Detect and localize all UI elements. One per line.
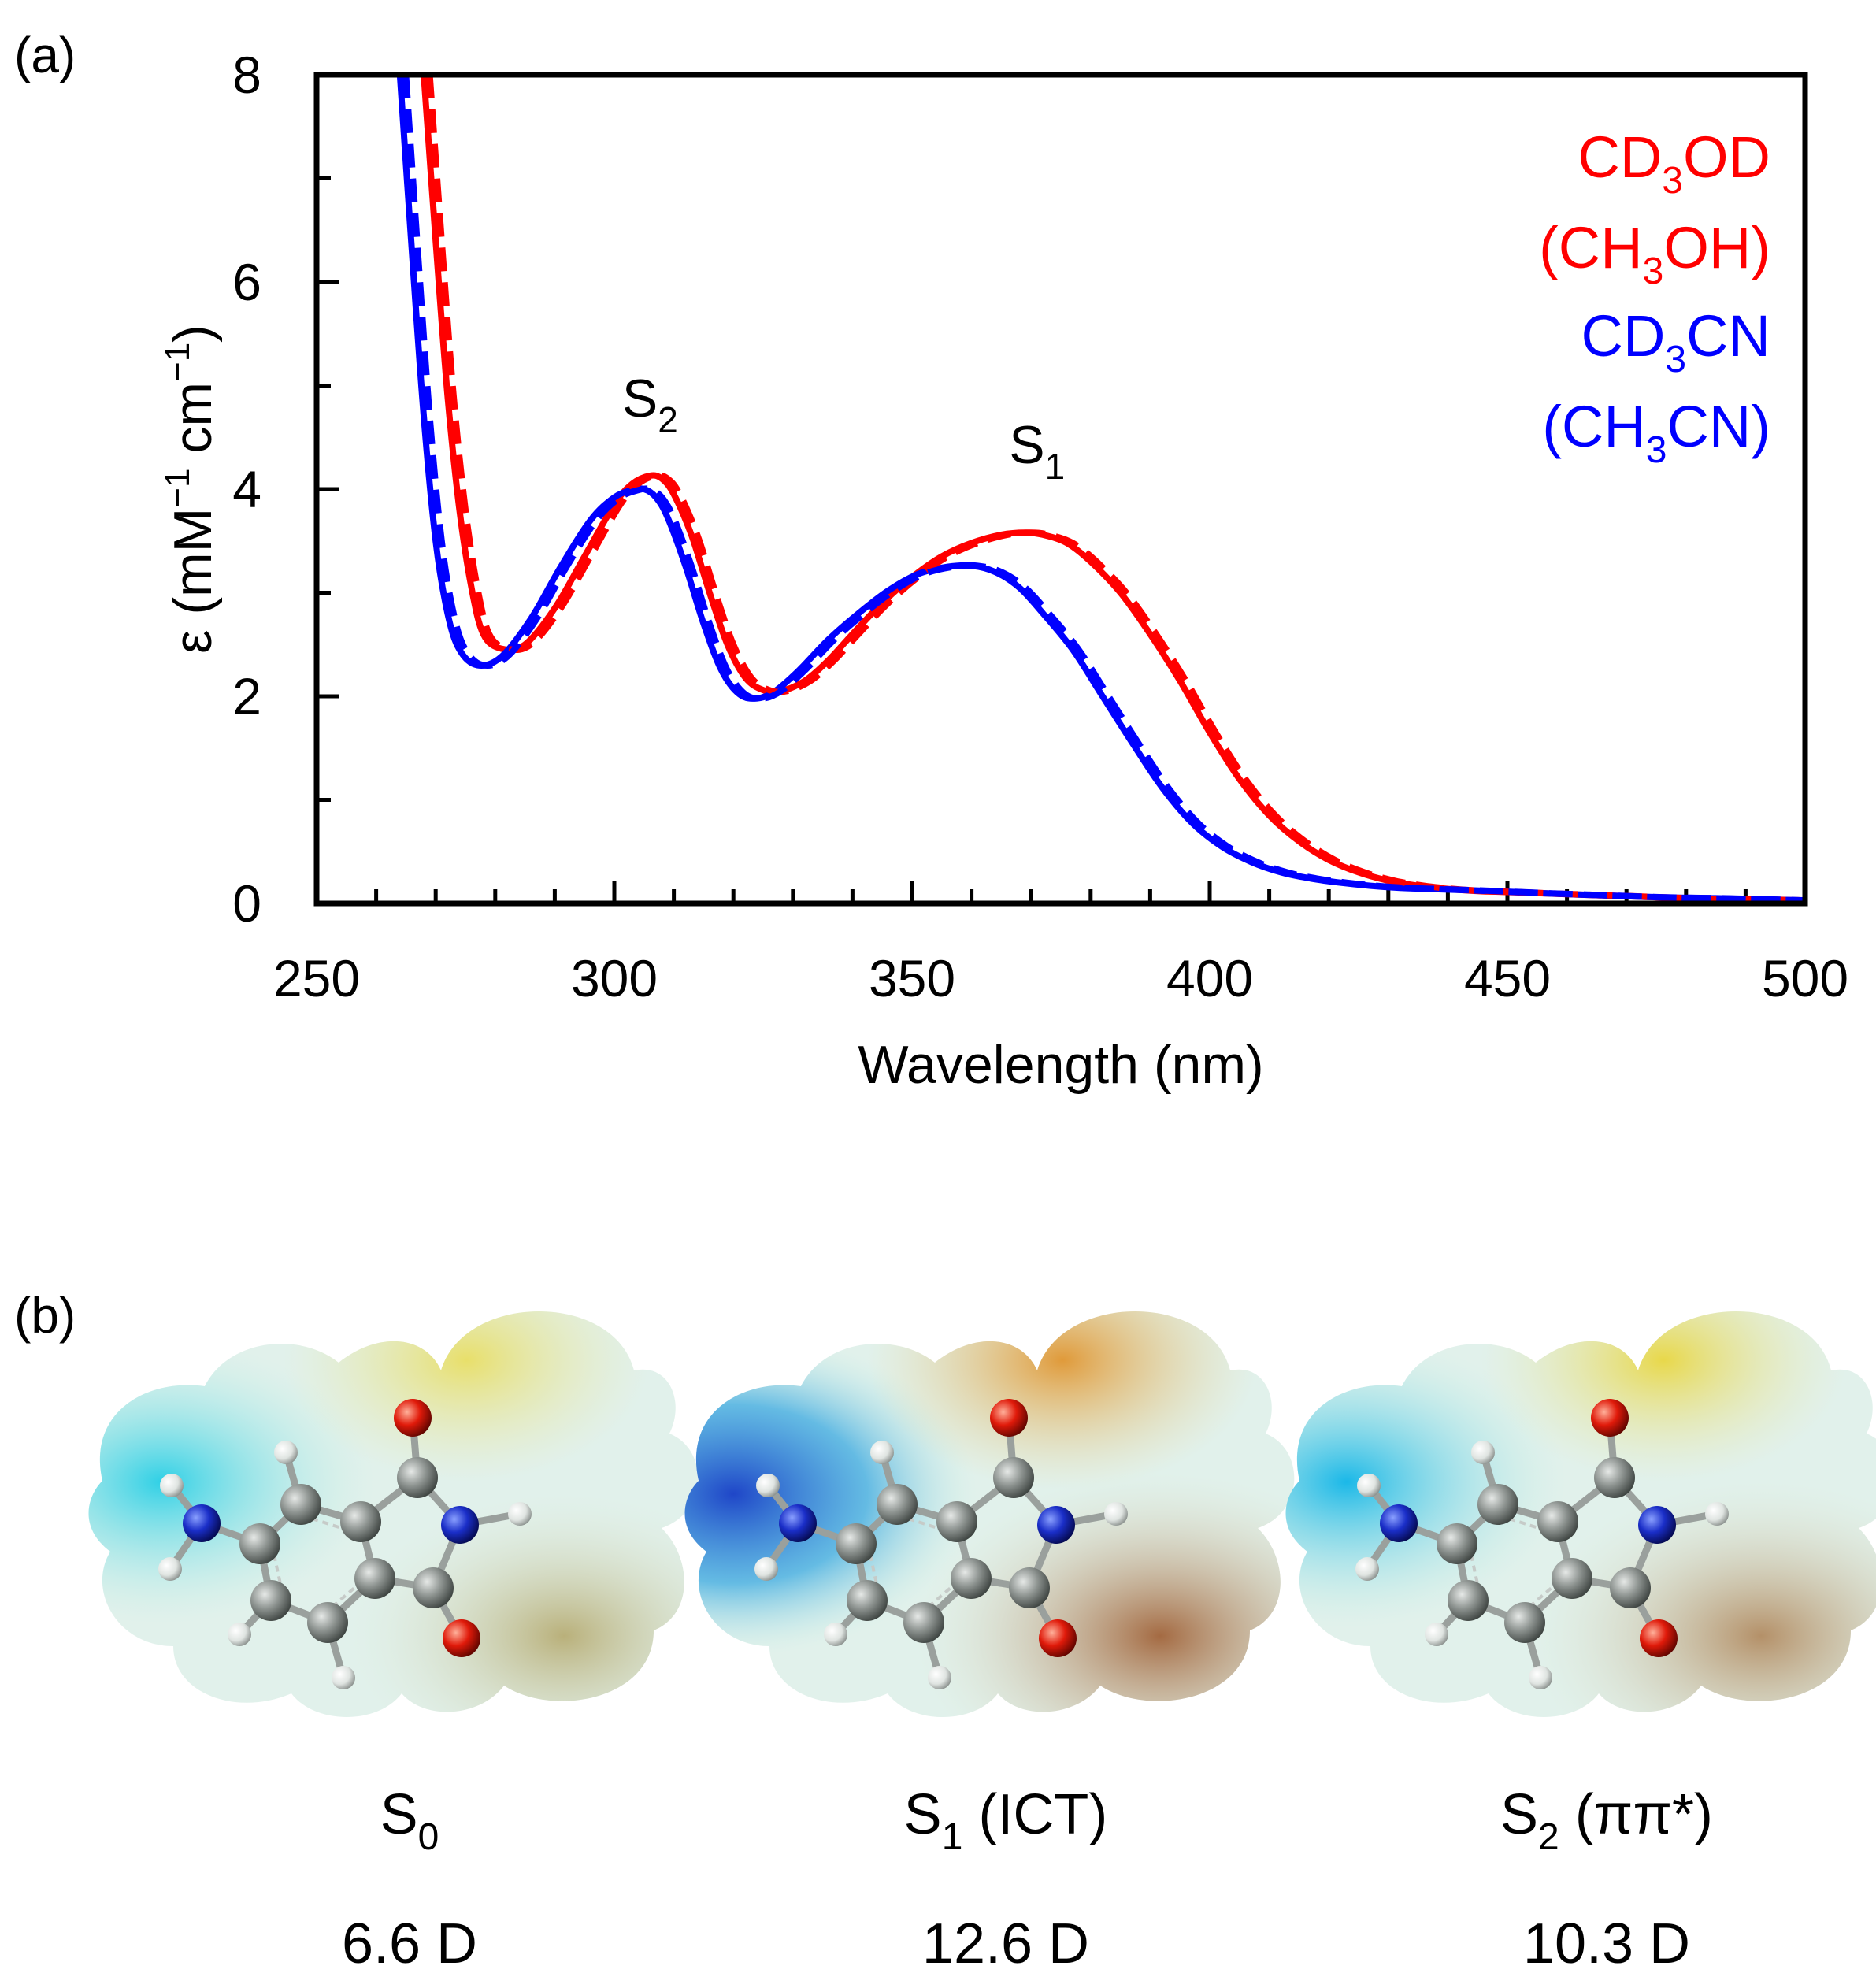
peak-label-s1: S1 bbox=[1009, 415, 1065, 487]
peak-label-s2: S2 bbox=[622, 369, 678, 440]
legend-entry: CD3CN bbox=[1581, 303, 1770, 380]
legend-entry: CD3OD bbox=[1578, 124, 1770, 202]
legend-entry: (CH3OH) bbox=[1539, 215, 1770, 292]
dipole-label-s2: 10.3 D bbox=[1523, 1912, 1690, 1975]
x-tick-label: 250 bbox=[273, 949, 360, 1007]
x-tick-label: 400 bbox=[1166, 949, 1253, 1007]
molecule-esp-s0 bbox=[88, 1311, 699, 1717]
state-label-s1: S1 (ICT) bbox=[904, 1783, 1108, 1858]
absorption-chart: 0 2 4 6 8 250 300 350 400 450 500 Wavelength (nm)… bbox=[158, 46, 1848, 1095]
x-axis-label: Wavelength (nm) bbox=[858, 1035, 1263, 1095]
x-tick-label: 450 bbox=[1464, 949, 1551, 1007]
legend: CD3OD (CH3OH) CD3CN (CH3CN) bbox=[1539, 124, 1770, 471]
molecule-esp-s2 bbox=[1285, 1311, 1876, 1717]
plot-frame bbox=[313, 72, 1808, 907]
series-line-cd3cn bbox=[396, 75, 1805, 903]
y-tick-label: 6 bbox=[232, 253, 261, 311]
y-tick-label: 8 bbox=[232, 46, 261, 104]
x-tick-label: 500 bbox=[1762, 949, 1848, 1007]
legend-entry: (CH3CN) bbox=[1542, 394, 1770, 471]
y-axis-label: ε (mM−1 cm−1) bbox=[158, 325, 223, 654]
series-line-ch3cn bbox=[402, 75, 1805, 903]
x-tick-label: 350 bbox=[869, 949, 955, 1007]
dipole-label-s1: 12.6 D bbox=[922, 1912, 1089, 1975]
y-tick-label: 4 bbox=[232, 460, 261, 518]
y-tick-label: 2 bbox=[232, 667, 261, 725]
panel-a-label: (a) bbox=[14, 27, 76, 83]
dipole-label-s0: 6.6 D bbox=[342, 1912, 477, 1975]
panel-b-label: (b) bbox=[14, 1287, 76, 1344]
x-tick-label: 300 bbox=[571, 949, 658, 1007]
molecule-esp-s1 bbox=[684, 1311, 1295, 1717]
y-tick-label: 0 bbox=[232, 874, 261, 933]
state-label-s2: S2 (ππ*) bbox=[1500, 1783, 1713, 1858]
state-label-s0: S0 bbox=[380, 1783, 439, 1858]
